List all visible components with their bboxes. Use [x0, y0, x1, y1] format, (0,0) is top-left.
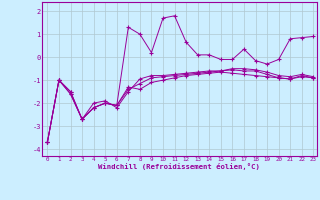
X-axis label: Windchill (Refroidissement éolien,°C): Windchill (Refroidissement éolien,°C) — [98, 163, 260, 170]
